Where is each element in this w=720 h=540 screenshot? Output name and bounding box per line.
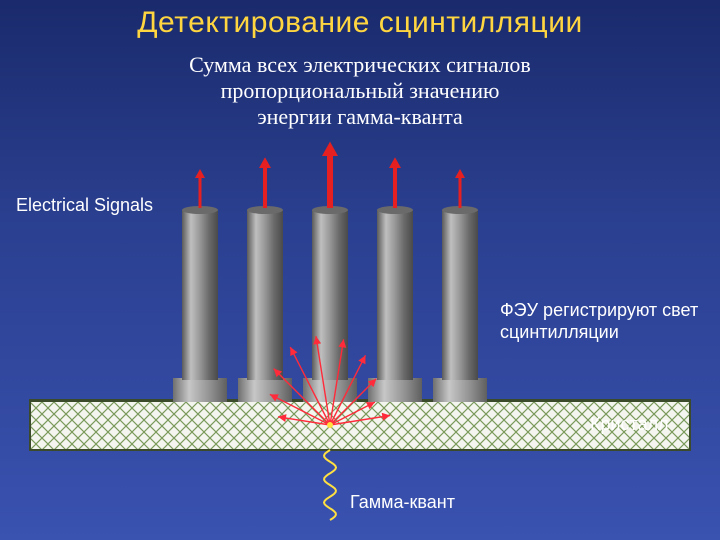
subtitle-line-1: Сумма всех электрических сигналов: [189, 52, 531, 77]
label-pmt-detect: ФЭУ регистрируют свет сцинтилляции: [500, 300, 710, 343]
subtitle: Сумма всех электрических сигналов пропор…: [0, 52, 720, 130]
label-electrical-signals: Electrical Signals: [16, 195, 153, 216]
label-gamma: Гамма-квант: [350, 492, 455, 514]
label-crystal: Кристалл: [590, 414, 669, 436]
page-title: Детектирование сцинтилляции: [0, 6, 720, 40]
subtitle-line-2: пропорциональный значению: [221, 78, 500, 103]
subtitle-line-3: энергии гамма-кванта: [257, 104, 463, 129]
